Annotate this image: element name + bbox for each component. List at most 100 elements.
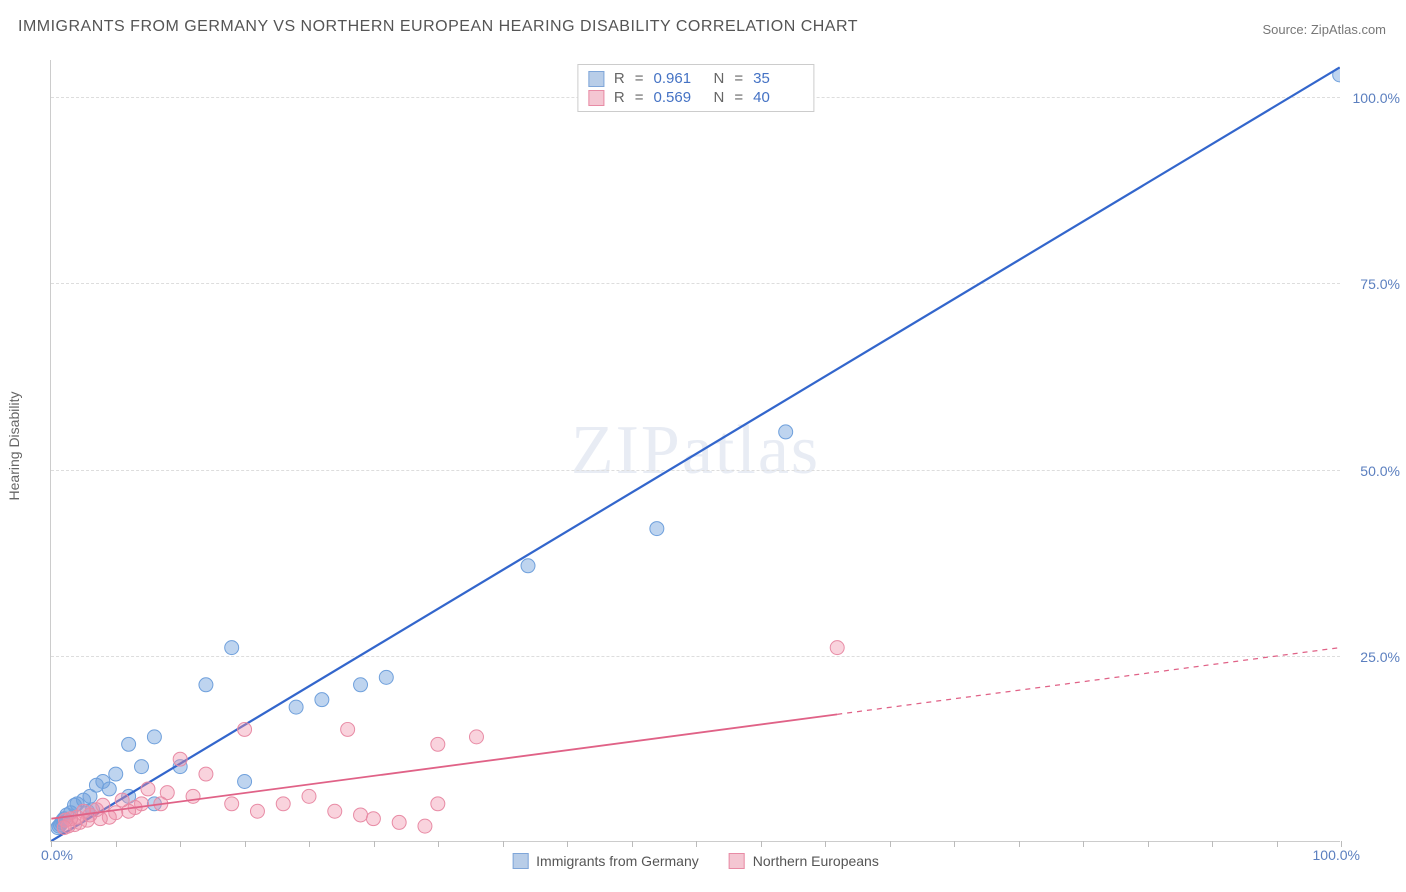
legend-row: R=0.569N=40 <box>588 88 803 107</box>
scatter-point <box>52 819 66 833</box>
equals-sign: = <box>734 70 743 87</box>
scatter-point <box>366 812 380 826</box>
scatter-point <box>650 522 664 536</box>
scatter-point <box>70 797 84 811</box>
equals-sign: = <box>635 89 644 106</box>
scatter-point <box>354 808 368 822</box>
scatter-point <box>102 810 116 824</box>
scatter-point <box>238 722 252 736</box>
chart-svg-layer <box>51 60 1340 841</box>
scatter-point <box>431 797 445 811</box>
series-legend: Immigrants from Germany Northern European… <box>512 853 879 869</box>
scatter-point <box>80 804 94 818</box>
scatter-point <box>1333 68 1340 82</box>
scatter-point <box>128 801 142 815</box>
scatter-point <box>469 730 483 744</box>
scatter-point <box>55 815 69 829</box>
scatter-point <box>154 797 168 811</box>
x-axis-tick <box>954 841 955 847</box>
scatter-point <box>53 818 67 832</box>
scatter-point <box>51 821 65 835</box>
x-axis-tick <box>438 841 439 847</box>
scatter-point <box>96 775 110 789</box>
scatter-point <box>354 678 368 692</box>
grid-line: 50.0% <box>51 470 1340 471</box>
scatter-point <box>392 815 406 829</box>
legend-n-value: 40 <box>753 89 803 106</box>
scatter-point <box>147 797 161 811</box>
scatter-point <box>77 793 91 807</box>
x-axis-tick <box>1083 841 1084 847</box>
y-axis-tick-label: 75.0% <box>1360 276 1400 292</box>
scatter-point <box>135 797 149 811</box>
x-axis-tick <box>696 841 697 847</box>
scatter-point <box>173 752 187 766</box>
legend-swatch <box>588 71 604 87</box>
scatter-point <box>122 789 136 803</box>
scatter-point <box>315 693 329 707</box>
scatter-point <box>276 797 290 811</box>
scatter-point <box>779 425 793 439</box>
x-axis-tick <box>632 841 633 847</box>
scatter-point <box>83 808 97 822</box>
scatter-point <box>89 778 103 792</box>
scatter-point <box>109 806 123 820</box>
chart-plot-area: ZIPatlas 25.0%50.0%75.0%100.0% 0.0% 100.… <box>50 60 1340 842</box>
scatter-point <box>199 767 213 781</box>
scatter-point <box>73 815 87 829</box>
scatter-point <box>70 810 84 824</box>
y-axis-tick-label: 100.0% <box>1353 90 1400 106</box>
scatter-point <box>86 803 100 817</box>
legend-r-label: R <box>614 70 625 87</box>
scatter-point <box>57 812 71 826</box>
x-axis-tick <box>1148 841 1149 847</box>
scatter-point <box>225 641 239 655</box>
scatter-point <box>61 819 75 833</box>
legend-n-label: N <box>714 89 725 106</box>
x-axis-tick <box>309 841 310 847</box>
scatter-point <box>68 818 82 832</box>
legend-item: Immigrants from Germany <box>512 853 699 869</box>
trend-line <box>51 67 1339 841</box>
legend-n-label: N <box>714 70 725 87</box>
scatter-point <box>302 789 316 803</box>
scatter-point <box>250 804 264 818</box>
scatter-point <box>68 798 82 812</box>
legend-n-value: 35 <box>753 70 803 87</box>
scatter-point <box>225 797 239 811</box>
source-attribution: Source: ZipAtlas.com <box>1262 22 1386 37</box>
scatter-point <box>57 821 71 835</box>
scatter-point <box>59 813 73 827</box>
legend-r-value: 0.569 <box>654 89 704 106</box>
scatter-point <box>160 786 174 800</box>
scatter-point <box>64 812 78 826</box>
watermark-text: ZIPatlas <box>571 411 820 491</box>
scatter-point <box>173 760 187 774</box>
legend-r-label: R <box>614 89 625 106</box>
scatter-point <box>431 737 445 751</box>
scatter-point <box>80 813 94 827</box>
scatter-point <box>122 737 136 751</box>
scatter-point <box>102 782 116 796</box>
scatter-point <box>60 808 74 822</box>
legend-swatch <box>588 90 604 106</box>
scatter-point <box>56 813 70 827</box>
y-axis-title: Hearing Disability <box>6 392 22 501</box>
equals-sign: = <box>635 70 644 87</box>
scatter-point <box>83 789 97 803</box>
x-axis-max-label: 100.0% <box>1313 847 1360 863</box>
x-axis-tick <box>1212 841 1213 847</box>
x-axis-tick <box>180 841 181 847</box>
trend-line-dashed <box>837 648 1339 715</box>
scatter-point <box>77 804 91 818</box>
scatter-point <box>147 730 161 744</box>
scatter-point <box>109 767 123 781</box>
x-axis-tick <box>890 841 891 847</box>
scatter-point <box>186 789 200 803</box>
y-axis-tick-label: 25.0% <box>1360 649 1400 665</box>
legend-series-label: Immigrants from Germany <box>536 853 699 869</box>
legend-series-label: Northern Europeans <box>753 853 879 869</box>
legend-swatch <box>729 853 745 869</box>
x-axis-tick <box>245 841 246 847</box>
x-axis-tick <box>374 841 375 847</box>
